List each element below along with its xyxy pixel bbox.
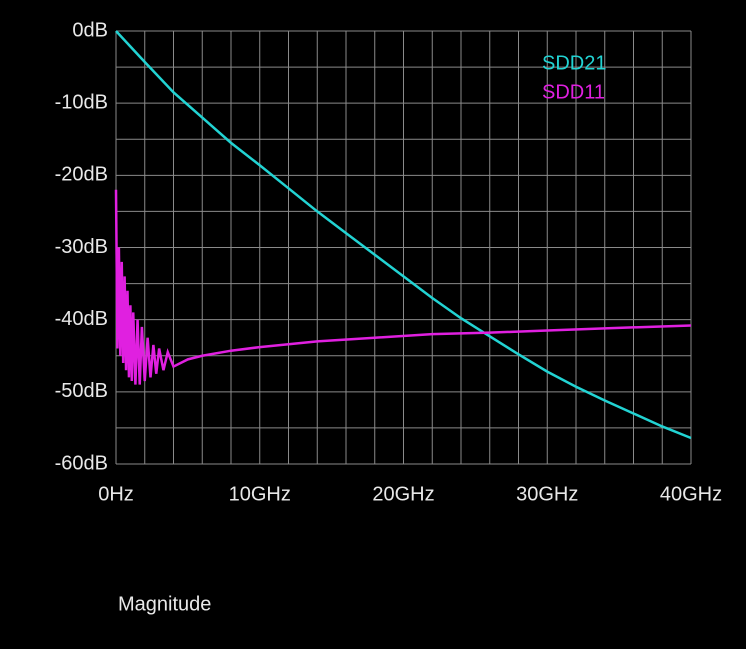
x-tick-label: 0Hz bbox=[98, 483, 134, 505]
y-tick-label: -40dB bbox=[55, 308, 108, 330]
y-tick-label: -50dB bbox=[55, 380, 108, 402]
y-tick-label: -10dB bbox=[55, 91, 108, 113]
y-tick-label: -20dB bbox=[55, 164, 108, 186]
legend-label: SDD21 bbox=[542, 52, 606, 74]
x-tick-label: 40GHz bbox=[660, 483, 722, 505]
x-tick-label: 20GHz bbox=[372, 483, 434, 505]
series-line bbox=[115, 30, 692, 440]
y-tick-label: 0dB bbox=[72, 19, 108, 41]
y-tick-label: -30dB bbox=[55, 236, 108, 258]
series-line bbox=[114, 189, 692, 385]
x-tick-label: 30GHz bbox=[516, 483, 578, 505]
y-tick-label: -60dB bbox=[55, 452, 108, 474]
x-tick-label: 10GHz bbox=[229, 483, 291, 505]
footer-label: Magnitude bbox=[118, 593, 211, 615]
legend-label: SDD11 bbox=[542, 81, 605, 103]
